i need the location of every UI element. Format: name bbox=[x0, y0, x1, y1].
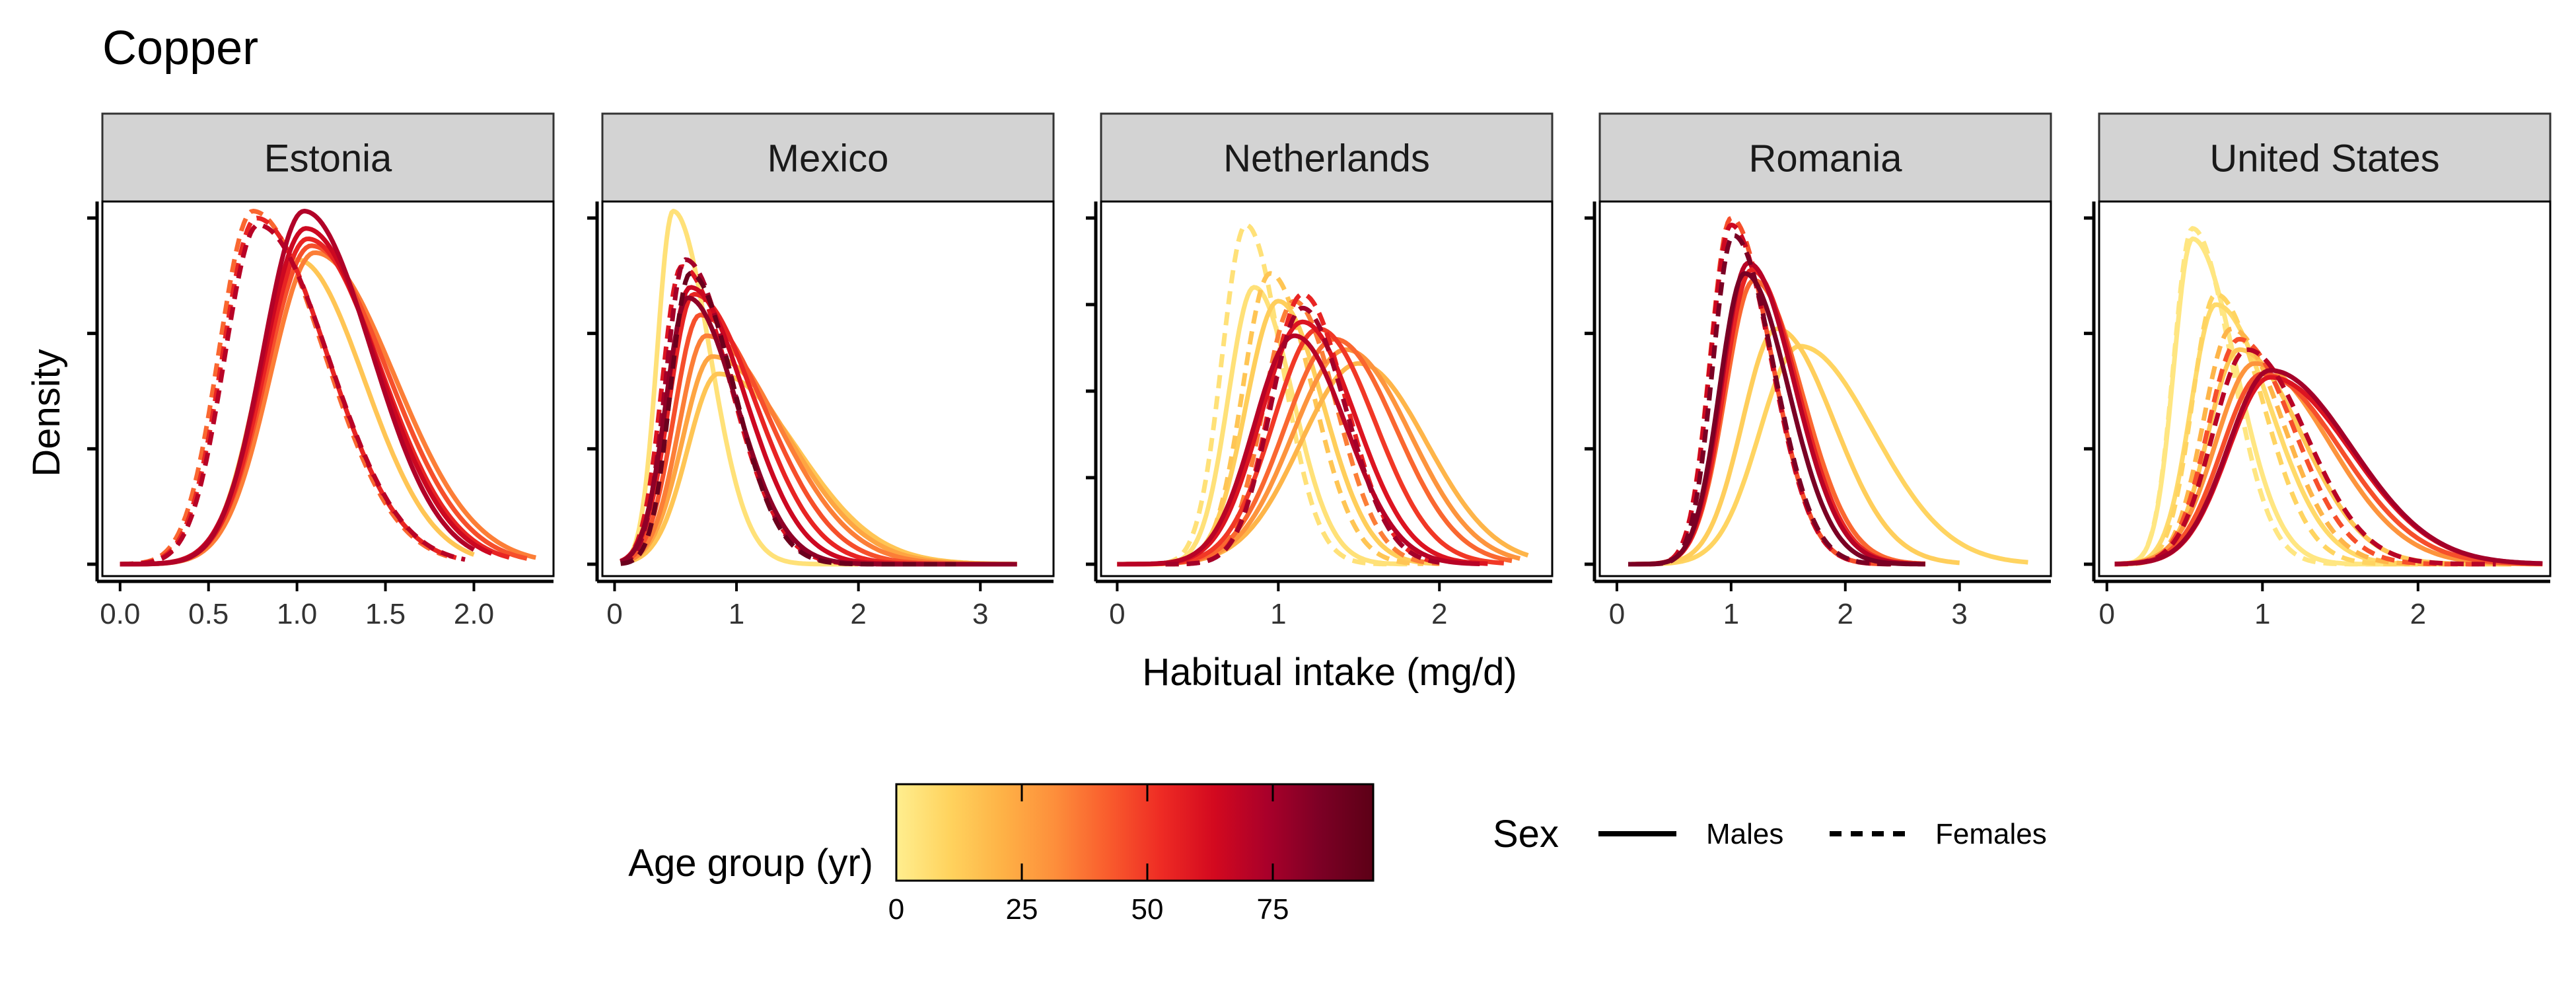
legend-label-males: Males bbox=[1706, 818, 1783, 850]
x-tick-label: 2 bbox=[1838, 598, 1853, 630]
density-curve-males-age-75 bbox=[2114, 368, 2543, 567]
color-legend: Age group (yr) 0 25 50 75 bbox=[628, 783, 1375, 926]
density-curve-males-age-70 bbox=[1117, 333, 1480, 567]
x-tick-label: 0.0 bbox=[100, 598, 140, 630]
x-tick-label: 0 bbox=[606, 598, 622, 630]
density-curve-females-age-90 bbox=[620, 271, 956, 567]
facet-strip bbox=[1598, 112, 2052, 203]
y-axis-label: Density bbox=[25, 349, 68, 476]
density-curve-males-age-10 bbox=[1628, 344, 2028, 567]
density-curve-females-age-10 bbox=[2114, 291, 2418, 567]
x-tick-label: 1 bbox=[2254, 598, 2270, 630]
panel-united-states: United States 0 1 2 bbox=[2084, 112, 2552, 630]
facet-strip bbox=[2098, 112, 2552, 203]
legend-label-females: Females bbox=[1935, 818, 2047, 850]
legend-tick-label: 50 bbox=[1131, 893, 1164, 926]
density-curve-females-age-85 bbox=[1628, 233, 1892, 567]
density-curve-females-age-3 bbox=[2114, 226, 2388, 567]
x-tick-label: 3 bbox=[1951, 598, 1967, 630]
density-curve-females-age-75 bbox=[1165, 305, 1440, 567]
density-curve-males-age-5 bbox=[620, 209, 859, 567]
x-tick-label: 1.5 bbox=[365, 598, 406, 630]
panel-border bbox=[1598, 200, 2052, 577]
density-curves bbox=[620, 209, 1017, 567]
density-curve-males-age-72 bbox=[120, 209, 476, 567]
x-tick-label: 1 bbox=[1723, 598, 1739, 630]
x-tick-label: 2 bbox=[850, 598, 866, 630]
x-tick-label: 0 bbox=[2099, 598, 2115, 630]
x-tick-label: 1.0 bbox=[277, 598, 317, 630]
facet-strip bbox=[1100, 112, 1554, 203]
density-curves bbox=[1628, 215, 2028, 567]
x-tick-label: 0 bbox=[1109, 598, 1125, 630]
density-curves bbox=[120, 209, 536, 567]
x-tick-label: 1 bbox=[1270, 598, 1286, 630]
density-curve-females-age-70 bbox=[120, 223, 466, 567]
x-tick-label: 3 bbox=[972, 598, 988, 630]
facet-panels: Estonia 0.0 0.5 1.0 1.5 2.0 Mexico 0 1 2 3 Netherla… bbox=[87, 112, 2552, 630]
legend-tick-label: 0 bbox=[888, 893, 904, 926]
color-legend-gradient-bar bbox=[895, 783, 1375, 882]
density-curves bbox=[1117, 223, 1529, 567]
facet-strip bbox=[601, 112, 1055, 203]
panel-border bbox=[101, 200, 555, 577]
panel-romania: Romania 0 1 2 3 bbox=[1585, 112, 2052, 630]
x-tick-label: 0.5 bbox=[188, 598, 229, 630]
x-tick-label: 2.0 bbox=[454, 598, 494, 630]
facet-strip-label: United States bbox=[2209, 137, 2439, 180]
panel-estonia: Estonia 0.0 0.5 1.0 1.5 2.0 bbox=[87, 112, 555, 630]
x-axis-label: Habitual intake (mg/d) bbox=[1142, 651, 1517, 694]
panel-mexico: Mexico 0 1 2 3 bbox=[587, 112, 1055, 630]
facet-strip-label: Estonia bbox=[264, 137, 392, 180]
density-curve-males-age-12 bbox=[1628, 326, 1960, 567]
x-tick-label: 2 bbox=[1431, 598, 1447, 630]
density-curves bbox=[2114, 226, 2543, 567]
color-legend-ticks: 0 25 50 75 bbox=[888, 784, 1289, 926]
facet-strip bbox=[101, 112, 555, 203]
facet-strip-label: Romania bbox=[1748, 137, 1902, 180]
panel-netherlands: Netherlands 0 1 2 bbox=[1086, 112, 1554, 630]
linetype-legend: Sex Males Females bbox=[1493, 813, 2047, 856]
legend-tick-label: 75 bbox=[1257, 893, 1289, 926]
x-tick-label: 0 bbox=[1609, 598, 1625, 630]
chart-title: Copper bbox=[102, 22, 258, 75]
color-legend-title: Age group (yr) bbox=[628, 842, 873, 885]
legend-tick-label: 25 bbox=[1006, 893, 1038, 926]
x-tick-label: 2 bbox=[2410, 598, 2426, 630]
facet-strip-label: Mexico bbox=[768, 137, 889, 180]
density-curve-females-age-5 bbox=[1164, 223, 1392, 567]
linetype-legend-title: Sex bbox=[1493, 813, 1559, 856]
x-tick-label: 1 bbox=[729, 598, 744, 630]
density-curve-males-age-45 bbox=[2114, 371, 2543, 567]
facet-strip-label: Netherlands bbox=[1223, 137, 1430, 180]
density-curve-females-age-70 bbox=[2114, 347, 2496, 567]
